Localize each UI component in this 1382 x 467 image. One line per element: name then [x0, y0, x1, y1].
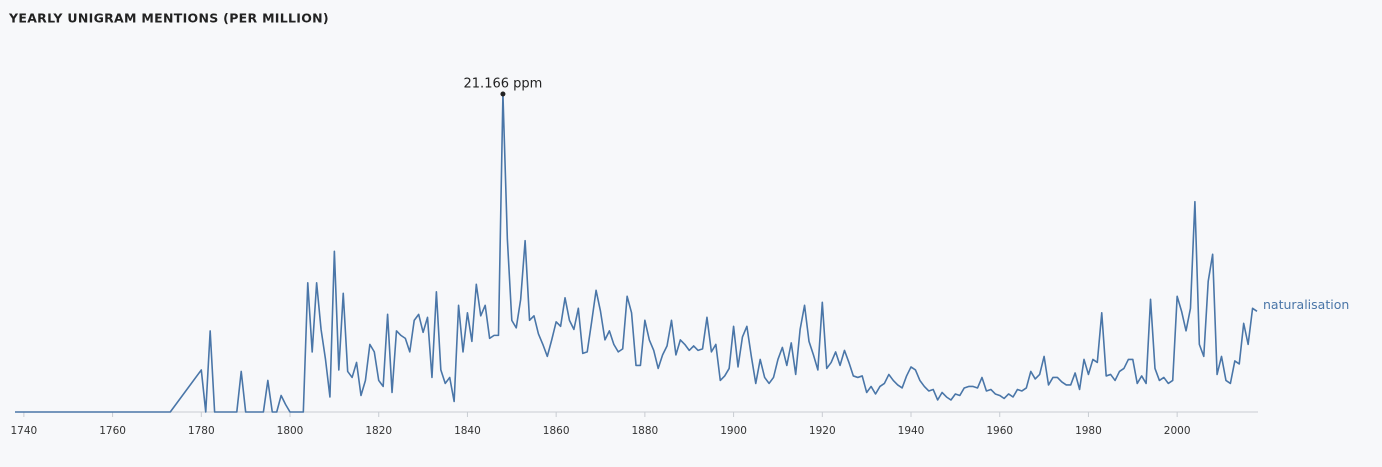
annotation-label: 21.166 ppm [464, 77, 543, 92]
x-tick-label: 1980 [1075, 425, 1102, 437]
x-tick-label: 1740 [11, 425, 38, 437]
x-tick-label: 1800 [277, 425, 304, 437]
x-tick-label: 1820 [365, 425, 392, 437]
x-tick-label: 1760 [99, 425, 126, 437]
series-label: naturalisation [1263, 297, 1349, 312]
chart-title: YEARLY UNIGRAM MENTIONS (PER MILLION) [8, 11, 329, 26]
x-tick-label: 1840 [454, 425, 481, 437]
x-tick-label: 1920 [809, 425, 836, 437]
x-tick-label: 1780 [188, 425, 215, 437]
annotation-dot [500, 91, 506, 97]
x-tick-label: 1940 [898, 425, 925, 437]
x-tick-label: 1860 [543, 425, 570, 437]
x-tick-label: 1880 [632, 425, 659, 437]
x-tick-label: 1900 [720, 425, 747, 437]
x-tick-label: 1960 [986, 425, 1013, 437]
series-line [15, 93, 1258, 413]
x-tick-label: 2000 [1164, 425, 1191, 437]
